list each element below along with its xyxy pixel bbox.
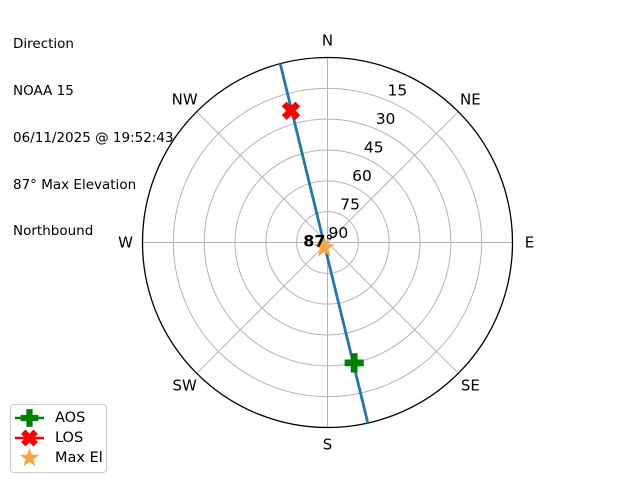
compass-label-se: SE — [461, 376, 480, 394]
azimuth-spoke-45 — [327, 111, 459, 243]
compass-label-e: E — [525, 234, 534, 252]
elevation-tick-label-30: 30 — [376, 110, 396, 128]
legend-marker-x — [21, 429, 38, 447]
compass-label-nw: NW — [172, 91, 198, 109]
elevation-tick-label-90: 90 — [329, 224, 349, 242]
aos-marker — [344, 353, 364, 373]
max-elevation-text: 87° Max Elevation — [13, 176, 137, 193]
legend-label-los: LOS — [55, 430, 84, 446]
horizon-circle — [141, 56, 514, 429]
plot-title: Direction — [13, 36, 74, 53]
compass-label-sw: SW — [172, 376, 197, 394]
los-x-icon — [15, 429, 44, 447]
legend: AOS LOS Max El — [10, 404, 107, 473]
legend-label-aos: AOS — [55, 410, 86, 426]
compass-label-ne: NE — [460, 91, 481, 109]
legend-item-max-el: Max El — [11, 447, 106, 468]
azimuth-spoke-225 — [196, 242, 328, 374]
aos-plus-icon — [15, 409, 44, 427]
elevation-tick-label-45: 45 — [364, 139, 384, 157]
elevation-tick-label-15: 15 — [387, 82, 407, 100]
compass-label-s: S — [323, 436, 333, 454]
legend-label-max-el: Max El — [55, 450, 103, 466]
pass-timestamp: 06/11/2025 @ 19:52:43 — [13, 129, 174, 146]
los-marker — [281, 101, 301, 120]
legend-marker-star — [19, 447, 40, 467]
plot-info-block: Direction NOAA 15 06/11/2025 @ 19:52:43 … — [13, 6, 174, 271]
max-elevation-value-label: 87° — [303, 232, 333, 251]
elevation-tick-label-75: 75 — [340, 196, 360, 214]
compass-label-n: N — [322, 32, 333, 50]
pass-direction-text: Northbound — [13, 223, 94, 240]
azimuth-spoke-135 — [327, 242, 459, 374]
legend-marker-plus — [20, 409, 39, 427]
max-el-star-icon — [19, 447, 40, 467]
compass-label-w: W — [118, 234, 133, 252]
elevation-tick-label-60: 60 — [352, 167, 372, 185]
azimuth-spoke-315 — [196, 111, 328, 243]
legend-item-los: LOS — [11, 428, 106, 448]
satellite-name: NOAA 15 — [13, 82, 74, 99]
legend-item-aos: AOS — [11, 408, 106, 428]
max-el-marker — [313, 236, 335, 257]
